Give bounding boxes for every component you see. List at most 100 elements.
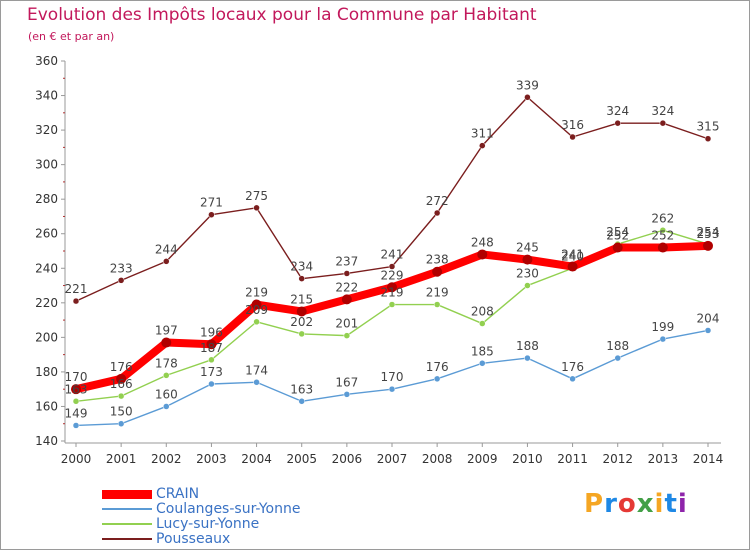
data-label-coulanges-sur-yonne: 199 (651, 320, 674, 334)
data-label-lucy-sur-yonne: 254 (606, 225, 629, 239)
data-label-lucy-sur-yonne: 202 (290, 315, 313, 329)
data-point-coulanges-sur-yonne (208, 380, 215, 388)
data-point-coulanges-sur-yonne (298, 398, 305, 405)
data-label-lucy-sur-yonne: 166 (110, 377, 133, 391)
proxiti-logo: Proxiti (584, 489, 688, 519)
x-tick-label: 2007 (377, 452, 408, 466)
data-label-crain: 248 (471, 235, 494, 249)
legend-swatch-crain (102, 489, 152, 499)
data-label-pousseaux: 221 (65, 282, 88, 296)
data-label-crain: 241 (561, 248, 584, 262)
data-point-crain (703, 240, 713, 251)
data-label-lucy-sur-yonne: 254 (697, 225, 720, 239)
data-label-lucy-sur-yonne: 201 (335, 317, 358, 331)
data-label-lucy-sur-yonne: 178 (155, 356, 178, 370)
data-point-lucy-sur-yonne (208, 356, 215, 364)
data-point-coulanges-sur-yonne (72, 422, 80, 429)
data-label-coulanges-sur-yonne: 188 (606, 339, 629, 353)
legend-item-crain: CRAIN (102, 486, 199, 502)
data-point-crain (567, 261, 578, 272)
data-point-pousseaux (614, 119, 621, 127)
data-point-crain (612, 242, 623, 253)
data-label-pousseaux: 316 (561, 118, 584, 132)
y-tick-label: 300 (35, 158, 58, 172)
data-label-coulanges-sur-yonne: 176 (426, 360, 449, 374)
chart-subtitle: (en € et par an) (28, 30, 115, 43)
legend-label-pousseaux: Pousseaux (156, 531, 231, 547)
legend-swatch-lucy (102, 523, 152, 525)
data-label-crain: 197 (155, 324, 178, 338)
legend-swatch-pousseaux (102, 538, 152, 540)
data-label-lucy-sur-yonne: 163 (65, 382, 88, 396)
data-label-lucy-sur-yonne: 240 (561, 249, 584, 263)
data-point-lucy-sur-yonne (72, 398, 80, 405)
logo-letter: r (604, 489, 618, 519)
data-point-lucy-sur-yonne (388, 301, 396, 308)
data-point-crain (432, 266, 443, 277)
x-tick-label: 2000 (61, 452, 92, 466)
data-point-crain (161, 337, 172, 348)
data-point-pousseaux (659, 119, 667, 127)
legend-label-crain: CRAIN (156, 486, 200, 502)
y-tick-label: 200 (35, 330, 58, 344)
data-point-pousseaux (704, 135, 712, 142)
data-label-pousseaux: 324 (606, 104, 629, 118)
x-tick-label: 2010 (512, 452, 543, 466)
y-tick-label: 320 (35, 123, 58, 137)
data-label-crain: 229 (381, 268, 404, 282)
data-point-lucy-sur-yonne (433, 301, 441, 308)
data-point-pousseaux (117, 277, 125, 284)
data-point-coulanges-sur-yonne (343, 391, 351, 398)
y-tick-label: 360 (35, 54, 58, 68)
data-point-coulanges-sur-yonne (388, 385, 396, 393)
data-point-coulanges-sur-yonne (524, 354, 531, 362)
data-label-lucy-sur-yonne: 209 (245, 303, 268, 317)
data-label-lucy-sur-yonne: 187 (200, 341, 223, 355)
legend-swatch-coulanges (102, 508, 152, 510)
y-tick-label: 220 (35, 296, 58, 310)
data-label-pousseaux: 271 (200, 196, 223, 210)
data-label-coulanges-sur-yonne: 174 (245, 363, 268, 377)
legend-item-pousseaux: Pousseaux (102, 531, 230, 547)
x-tick-label: 2002 (151, 452, 182, 466)
data-label-pousseaux: 311 (471, 127, 494, 141)
data-label-lucy-sur-yonne: 219 (426, 286, 449, 300)
logo-letter: t (664, 489, 678, 519)
data-point-pousseaux (298, 275, 305, 282)
data-point-coulanges-sur-yonne (117, 420, 125, 427)
chart-title: Evolution des Impôts locaux pour la Comm… (27, 5, 537, 25)
x-tick-label: 2001 (106, 452, 137, 466)
data-label-pousseaux: 244 (155, 242, 178, 256)
axes: 140 160 180 200 220 240 260 280 300 320 340 360 2000… (35, 54, 723, 466)
data-label-crain: 219 (245, 286, 268, 300)
data-label-coulanges-sur-yonne: 150 (110, 405, 133, 419)
x-tick-label: 2005 (286, 452, 317, 466)
data-point-lucy-sur-yonne (298, 330, 305, 338)
x-tick-label: 2003 (196, 452, 227, 466)
series-layer (71, 94, 713, 429)
legend-label-coulanges: Coulanges-sur-Yonne (156, 501, 301, 517)
data-point-coulanges-sur-yonne (704, 327, 712, 334)
data-point-crain (296, 306, 307, 317)
data-point-crain (71, 384, 81, 395)
data-label-coulanges-sur-yonne: 185 (471, 344, 494, 358)
data-point-pousseaux (253, 204, 260, 212)
data-point-pousseaux (479, 142, 486, 149)
data-point-crain (206, 339, 217, 350)
logo-letter: o (617, 489, 637, 519)
data-label-coulanges-sur-yonne: 188 (516, 339, 539, 353)
data-labels-layer: 221 233 244 271 275 234 237 241 272 311 339 316 324 3… (65, 78, 720, 420)
data-label-pousseaux: 233 (110, 261, 133, 275)
data-label-pousseaux: 339 (516, 78, 539, 92)
data-point-coulanges-sur-yonne (659, 335, 667, 343)
data-label-pousseaux: 237 (335, 254, 358, 268)
data-point-crain (657, 242, 668, 253)
y-tick-label: 140 (35, 434, 58, 448)
logo-letter: P (584, 489, 605, 519)
data-label-coulanges-sur-yonne: 160 (155, 387, 178, 401)
x-tick-label: 2014 (693, 452, 724, 466)
data-label-pousseaux: 272 (426, 194, 449, 208)
data-point-pousseaux (163, 258, 170, 265)
y-tick-label: 260 (35, 227, 58, 241)
data-label-crain: 222 (335, 280, 358, 294)
